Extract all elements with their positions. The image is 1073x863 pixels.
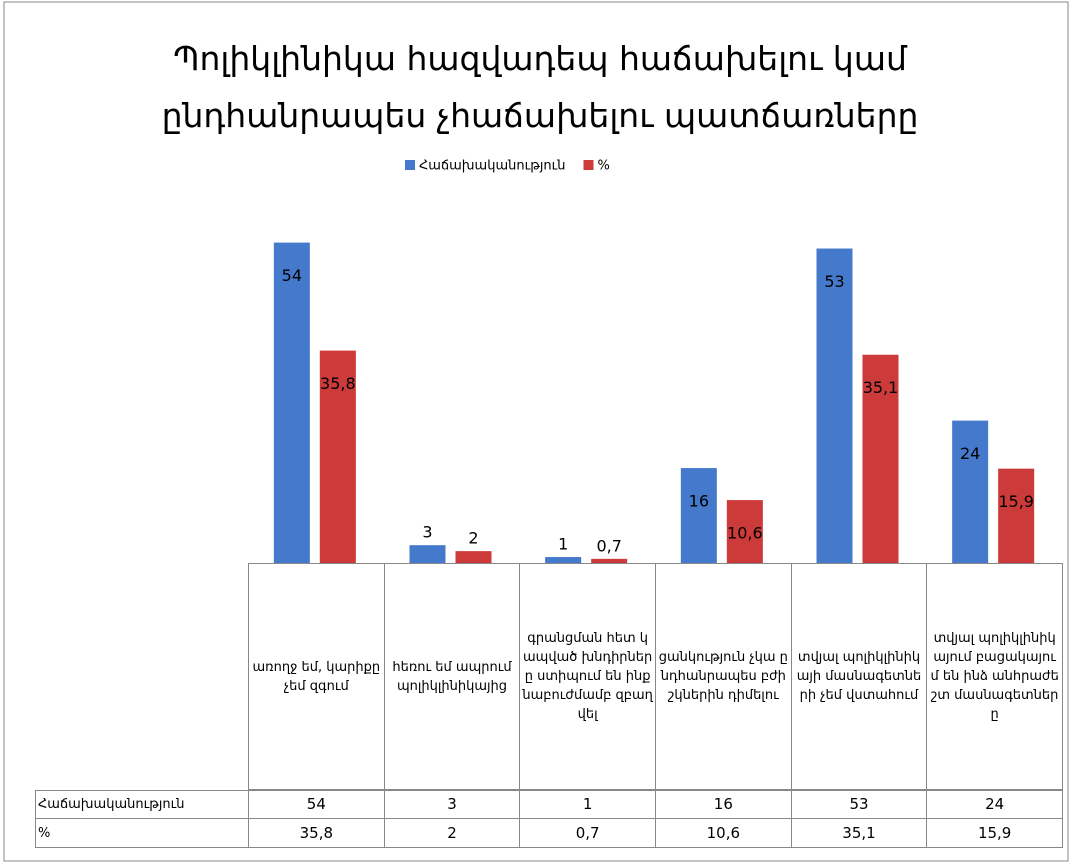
- table-value: 0,7: [519, 818, 656, 848]
- table-value: 35,1: [790, 818, 928, 848]
- data-label: 16: [689, 492, 709, 511]
- data-label: 2: [468, 529, 478, 548]
- data-label: 54: [282, 266, 302, 285]
- table-value: 35,8: [248, 818, 385, 848]
- table-value: 54: [248, 790, 385, 819]
- data-label: 35,8: [320, 374, 356, 393]
- bar: [455, 551, 492, 563]
- table-value: 10,6: [655, 818, 792, 848]
- table-value: 16: [655, 790, 792, 819]
- data-label: 1: [558, 535, 568, 554]
- bar: [319, 350, 356, 563]
- category-label: տվյալ պոլիկլինիկայում բացակայում են ինձ …: [926, 563, 1063, 790]
- data-label: 35,1: [863, 378, 899, 397]
- bar: [591, 558, 628, 563]
- category-label: ցանկություն չկա ընդհանրապես բժիշկներին դ…: [655, 563, 792, 790]
- category-label: գրանցման հետ կապված խնդիրները ստիպում են…: [519, 563, 656, 790]
- chart-frame: [3, 1, 1069, 862]
- bar: [409, 545, 446, 563]
- bar: [998, 468, 1035, 563]
- data-label: 53: [824, 272, 844, 291]
- table-row-header: Հաճախականություն: [35, 790, 249, 819]
- category-label: առողջ եմ, կարիքը չեմ զգում: [248, 563, 385, 790]
- bar: [862, 354, 899, 563]
- data-label: 24: [960, 444, 980, 463]
- bar: [680, 468, 717, 563]
- table-value: 24: [926, 790, 1063, 819]
- category-label: տվյալ պոլիկլինիկայի մասնագետների չեմ վստ…: [790, 563, 928, 790]
- legend-label: %: [598, 159, 610, 174]
- table-value: 1: [519, 790, 656, 819]
- data-label: 3: [422, 523, 432, 542]
- bar: [816, 248, 853, 564]
- table-value: 3: [383, 790, 521, 819]
- table-value: 53: [790, 790, 928, 819]
- bar: [545, 557, 582, 563]
- bar: [952, 420, 989, 563]
- category-label: հեռու եմ ապրում պոլիկլինիկայից: [383, 563, 521, 790]
- bar: [273, 242, 310, 563]
- data-label: 0,7: [596, 536, 621, 555]
- legend-swatch: [583, 160, 594, 170]
- data-label: 15,9: [998, 492, 1034, 511]
- table-value: 15,9: [926, 818, 1063, 848]
- legend-swatch: [405, 160, 415, 170]
- data-label: 10,6: [727, 524, 763, 543]
- chart-title: Պոլիկլինիկա հազվադեպ հաճախելու կամ ընդհա…: [161, 39, 919, 135]
- table-row-header: %: [35, 818, 249, 848]
- bar: [726, 500, 763, 563]
- legend-label: Հաճախականություն: [419, 159, 566, 174]
- table-value: 2: [383, 818, 521, 848]
